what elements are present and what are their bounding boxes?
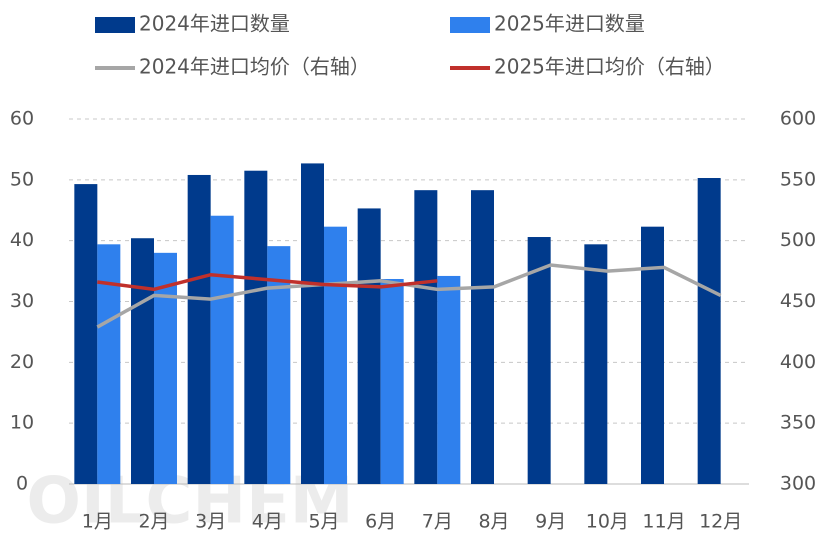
y2-tick-label: 400 bbox=[780, 351, 816, 373]
y2-tick-label: 600 bbox=[780, 108, 816, 130]
bar bbox=[301, 163, 324, 485]
bar bbox=[210, 215, 234, 484]
bar bbox=[324, 226, 347, 485]
y2-tick-label: 300 bbox=[780, 473, 816, 495]
x-tick-label: 2月 bbox=[138, 511, 169, 533]
bar bbox=[641, 226, 664, 485]
x-tick-label: 3月 bbox=[195, 511, 226, 533]
legend-label: 2024年进口数量 bbox=[139, 12, 290, 36]
line bbox=[97, 272, 438, 292]
legend-label: 2025年进口均价（右轴） bbox=[494, 55, 725, 79]
y-tick-label: 40 bbox=[10, 229, 34, 251]
legend-swatch bbox=[450, 17, 490, 33]
bar bbox=[74, 184, 98, 484]
legend-swatch bbox=[95, 17, 135, 33]
x-tick-label: 8月 bbox=[478, 511, 509, 533]
x-tick-label: 6月 bbox=[365, 511, 396, 533]
y-tick-label: 30 bbox=[10, 290, 34, 312]
bar bbox=[131, 238, 154, 484]
x-tick-label: 5月 bbox=[308, 511, 339, 533]
bar bbox=[267, 246, 291, 484]
bar bbox=[244, 170, 268, 485]
bar bbox=[187, 174, 211, 484]
bar bbox=[357, 208, 381, 485]
y2-tick-label: 500 bbox=[780, 229, 816, 251]
x-tick-label: 9月 bbox=[535, 511, 566, 533]
bar bbox=[97, 244, 121, 484]
bar bbox=[584, 244, 608, 484]
y2-tick-label: 450 bbox=[780, 290, 816, 312]
bar bbox=[697, 178, 721, 484]
y-tick-label: 60 bbox=[10, 108, 34, 130]
bar bbox=[437, 275, 461, 484]
x-tick-label: 4月 bbox=[252, 511, 283, 533]
bar bbox=[414, 190, 438, 485]
bar bbox=[380, 278, 404, 484]
x-tick-label: 1月 bbox=[82, 511, 113, 533]
y-tick-label: 50 bbox=[10, 168, 34, 190]
legend-label: 2025年进口数量 bbox=[494, 12, 645, 36]
bar bbox=[527, 237, 551, 484]
x-tick-label: 12月 bbox=[699, 511, 742, 533]
y2-tick-label: 550 bbox=[780, 168, 816, 190]
x-tick-label: 7月 bbox=[422, 511, 453, 533]
y2-tick-label: 350 bbox=[780, 412, 816, 434]
y-tick-label: 0 bbox=[16, 473, 28, 495]
bar bbox=[471, 190, 494, 485]
legend-label: 2024年进口均价（右轴） bbox=[139, 55, 370, 79]
y-tick-label: 20 bbox=[10, 351, 34, 373]
x-tick-label: 11月 bbox=[642, 511, 685, 533]
bar bbox=[154, 252, 177, 484]
y-tick-label: 10 bbox=[10, 412, 34, 434]
x-tick-label: 10月 bbox=[586, 511, 629, 533]
